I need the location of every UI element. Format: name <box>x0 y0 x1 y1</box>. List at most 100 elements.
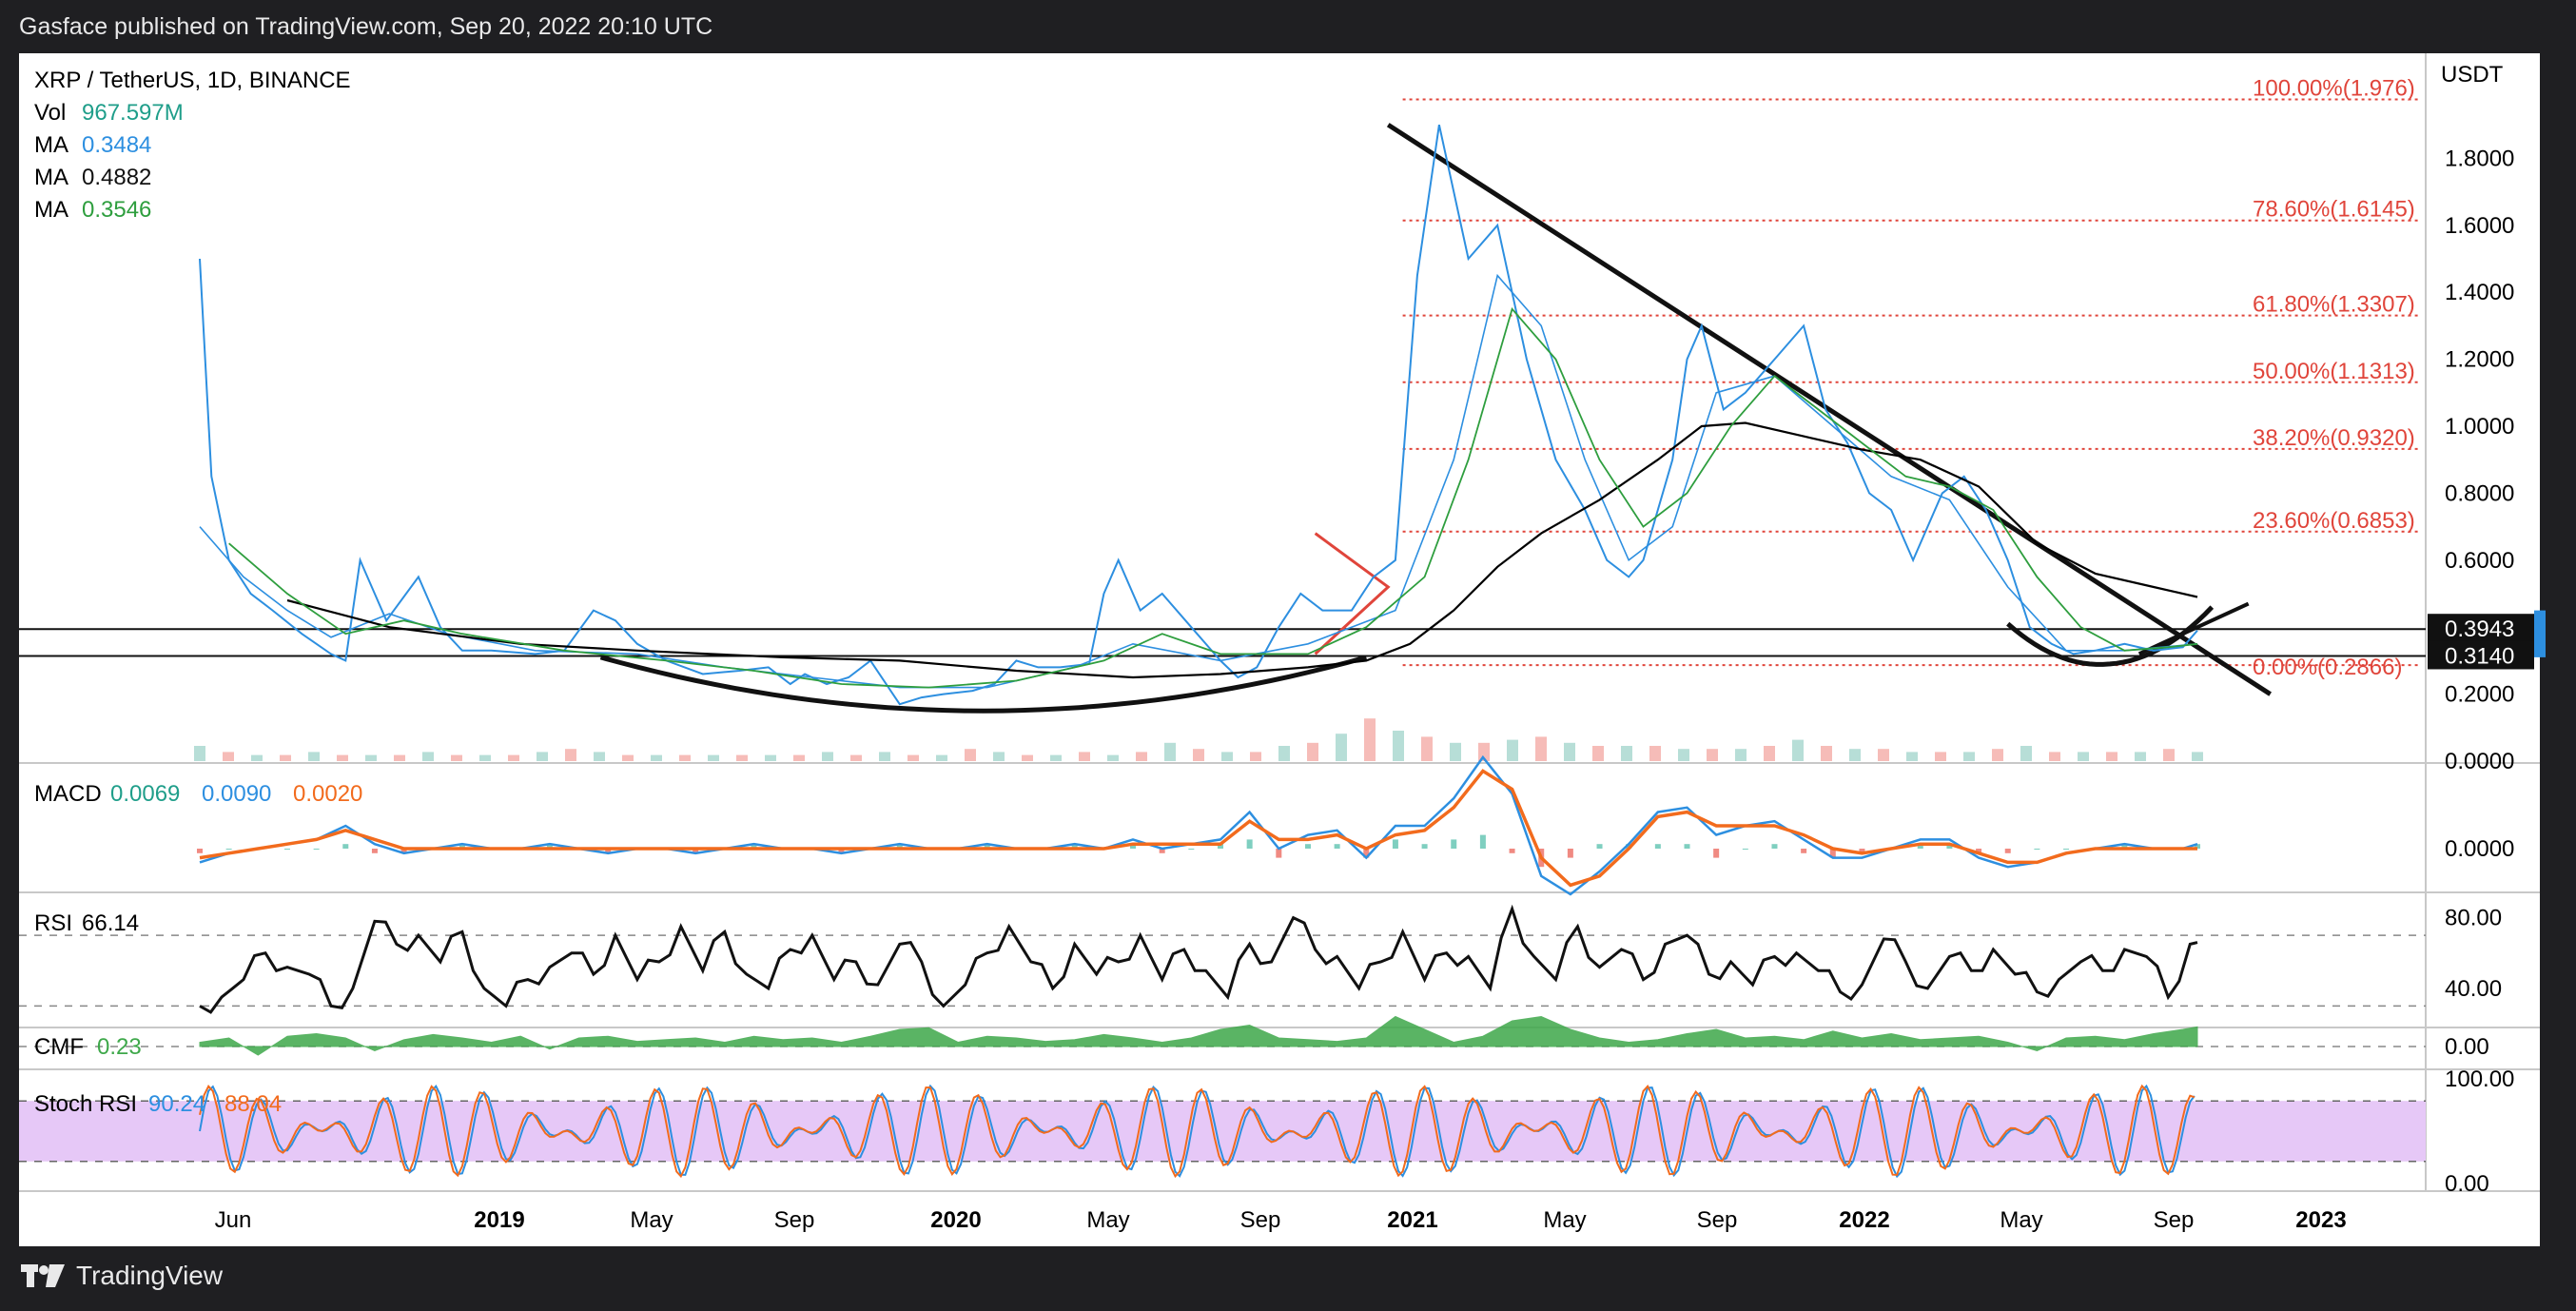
legend-label: Vol <box>34 100 66 126</box>
y-tick-label: 1.8000 <box>2445 146 2514 171</box>
macd-histogram-bar <box>546 844 553 849</box>
legend-value: 967.597M <box>82 100 184 126</box>
volume-bar <box>1963 752 1975 761</box>
rsi-line <box>199 904 2198 1014</box>
volume-bar <box>1307 742 1318 761</box>
macd-histogram-bar <box>1684 844 1690 849</box>
macd-histogram-bar <box>1596 844 1603 849</box>
tradingview-brand[interactable]: TradingView <box>21 1261 223 1291</box>
x-tick-label: 2021 <box>1387 1207 1437 1233</box>
volume-bar <box>1164 742 1176 761</box>
price-tag-box <box>2428 614 2534 643</box>
y-tick-label: 0.8000 <box>2445 480 2514 506</box>
macd-histogram-bar <box>1859 849 1865 853</box>
volume-bar <box>1393 731 1404 761</box>
macd-legend-value: 0.0090 <box>202 781 271 807</box>
volume-bar <box>736 754 748 761</box>
volume-bar <box>1906 752 1918 761</box>
rsi-tick-label: 80.00 <box>2445 906 2502 931</box>
volume-bar <box>1278 746 1290 761</box>
macd-title: MACD <box>34 781 102 807</box>
volume-bar <box>308 752 320 761</box>
volume-bar <box>1735 749 1747 761</box>
volume-bar <box>765 754 776 761</box>
legend-label: MA <box>34 197 68 223</box>
volume-bar <box>622 754 634 761</box>
macd-histogram-bar <box>838 849 845 853</box>
x-tick-label: 2019 <box>474 1207 524 1233</box>
volume-bar <box>679 754 691 761</box>
volume-bar <box>2135 752 2146 761</box>
volume-bar <box>1935 752 1946 761</box>
macd-histogram-bar <box>342 844 349 849</box>
volume-bar <box>1336 734 1347 761</box>
macd-histogram-bar <box>751 844 757 849</box>
macd-histogram-bar <box>1188 849 1195 850</box>
volume-bar <box>1792 739 1804 761</box>
x-tick-label: Sep <box>774 1207 815 1233</box>
volume-bar <box>422 752 434 761</box>
macd-histogram-bar <box>1771 844 1778 849</box>
volume-bar <box>1193 749 1204 761</box>
publish-info: Gasface published on TradingView.com, Se… <box>19 13 713 40</box>
macd-histogram-bar <box>2004 849 2011 853</box>
macd-histogram-bar <box>896 844 903 849</box>
volume-bar <box>1649 746 1661 761</box>
volume-bar <box>1450 742 1461 761</box>
volume-bar <box>280 754 291 761</box>
macd-histogram-bar <box>1071 844 1078 849</box>
volume-bar <box>194 746 205 761</box>
volume-bar <box>565 749 576 761</box>
volume-bar <box>879 752 890 761</box>
brand-label: TradingView <box>76 1261 224 1290</box>
volume-bar <box>708 754 719 761</box>
volume-bar <box>1364 718 1376 761</box>
stoch-tick-label: 100.00 <box>2445 1066 2514 1092</box>
macd-histogram-bar <box>1976 849 1982 853</box>
volume-bar <box>2106 752 2117 761</box>
y-tick-label: 1.4000 <box>2445 280 2514 305</box>
macd-histogram-bar <box>459 844 465 849</box>
rsi-legend-value: 66.14 <box>82 910 139 936</box>
stoch-legend-value: 88.04 <box>224 1091 282 1117</box>
macd-histogram-bar <box>1713 849 1720 858</box>
symbol-title: XRP / TetherUS, 1D, BINANCE <box>34 68 351 93</box>
volume-bar <box>936 754 947 761</box>
stoch-tick-label: 0.00 <box>2445 1171 2489 1197</box>
currency-label: USDT <box>2441 62 2504 88</box>
volume-bar <box>907 754 919 761</box>
macd-histogram-bar <box>1276 849 1282 858</box>
volume-bar <box>1592 746 1604 761</box>
price-tag-box <box>2428 640 2534 670</box>
cmf-area <box>199 1015 2198 1056</box>
x-tick-label: May <box>1086 1207 1129 1233</box>
macd-histogram-bar <box>2121 844 2128 849</box>
x-tick-label: Sep <box>1240 1207 1281 1233</box>
volume-bar <box>2163 749 2175 761</box>
macd-histogram-bar <box>1946 844 1953 849</box>
x-tick-label: 2023 <box>2295 1207 2346 1233</box>
volume-bar <box>1022 754 1033 761</box>
footer-bar <box>0 1246 2576 1311</box>
volume-bar <box>451 754 462 761</box>
volume-bar <box>251 754 263 761</box>
cmf-title: CMF <box>34 1034 84 1060</box>
x-tick-label: 2022 <box>1839 1207 1889 1233</box>
macd-histogram-bar <box>1392 839 1398 849</box>
fib-level-label: 50.00%(1.1313) <box>2253 359 2415 384</box>
volume-bar <box>1079 752 1090 761</box>
macd-histogram-bar <box>1217 844 1223 849</box>
x-tick-label: 2020 <box>930 1207 981 1233</box>
chart-area[interactable]: 100.00%(1.976) 78.60%(1.6145) 61.80%(1.330… <box>19 53 2559 1246</box>
volume-bar <box>594 752 605 761</box>
macd-histogram-bar <box>1334 844 1340 849</box>
y-tick-label: 1.6000 <box>2445 213 2514 239</box>
volume-bar <box>651 754 662 761</box>
volume-bar <box>1707 749 1718 761</box>
macd-legend-value: 0.0020 <box>293 781 362 807</box>
main-legend: XRP / TetherUS, 1D, BINANCE Vol 967.597M MA… <box>34 68 351 223</box>
volume-bar <box>1136 752 1147 761</box>
macd-histogram-bar <box>1742 849 1748 850</box>
macd-histogram-bar <box>283 849 290 850</box>
volume-bar <box>1421 736 1433 761</box>
